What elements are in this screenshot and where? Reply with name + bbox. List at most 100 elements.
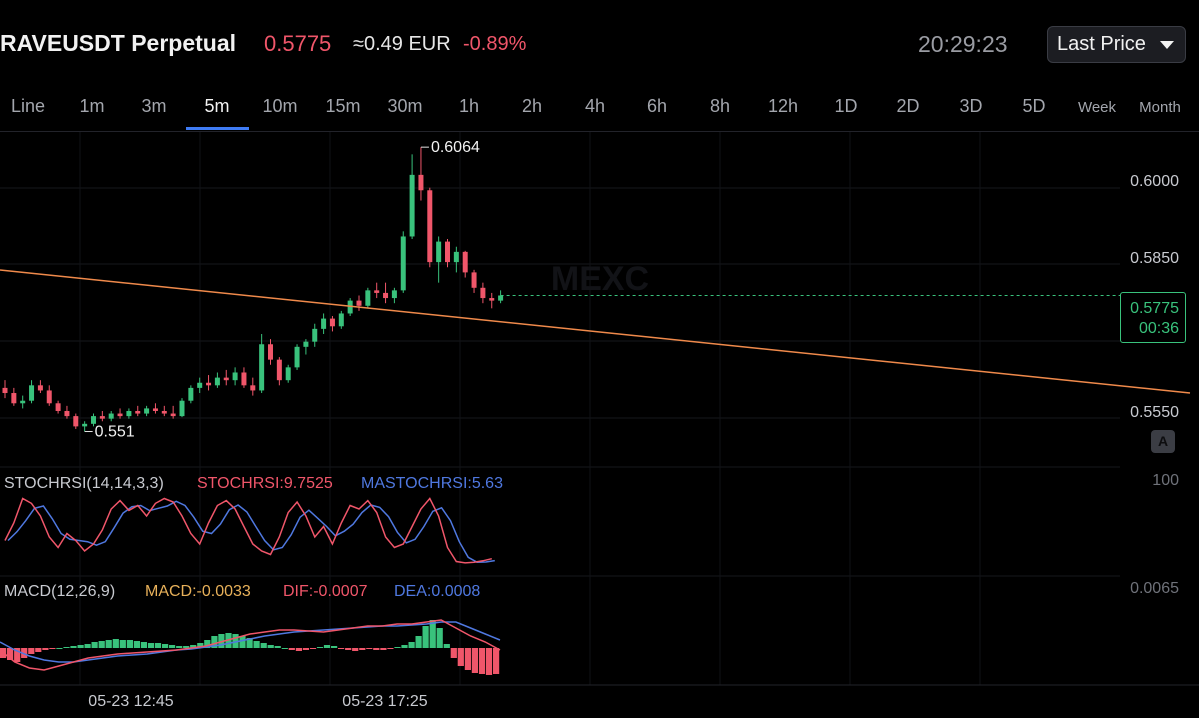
candle-body [471,272,477,288]
interval-tabs: Line 1m 3m 5m 10m 15m 30m 1h 2h 4h 6h 8h 12h 1D 2D 3D 5D… [0,88,1199,132]
macd-histogram-bar [77,645,84,648]
time-axis-label: 05-23 17:25 [342,693,428,710]
macd-histogram-bar [345,648,352,650]
candle-body [117,413,123,417]
candle-body [206,382,212,386]
macd-histogram-bar [211,636,218,648]
tab-1h[interactable]: 1h [458,96,480,116]
macd-histogram-bar [176,646,183,648]
price-axis-label: 0.5550 [1130,404,1179,421]
candle-body [445,241,450,263]
candle-body [232,372,238,381]
price-type-dropdown[interactable]: Last Price [1047,26,1186,63]
candle-body [135,410,141,414]
tab-5m[interactable]: 5m [204,96,230,116]
candle-body [108,413,114,419]
macd-histogram-bar [493,648,500,674]
tab-line[interactable]: Line [10,96,46,116]
candle-body [365,290,371,306]
dea-label: DEA:0.0008 [394,583,480,600]
macd-histogram-bar [394,647,401,648]
candle-body [453,251,459,263]
candle-body [312,328,318,342]
tab-6h[interactable]: 6h [646,96,668,116]
tab-week[interactable]: Week [1077,99,1117,116]
macd-histogram-bar [309,648,317,649]
macd-histogram-bar [274,646,281,648]
low-label: 0.551 [95,424,135,441]
candle-body [170,413,176,417]
macd-histogram-bar [197,643,204,648]
macd-title: MACD(12,26,9) [4,583,115,600]
candle-countdown: 00:36 [1138,320,1179,337]
symbol-title[interactable]: RAVEUSDT Perpetual [0,30,237,56]
macd-histogram-bar [267,645,274,648]
clock: 20:29:23 [918,31,1008,57]
price-axis-label: 0.6000 [1130,173,1179,190]
approx-fiat-price: ≈0.49 EUR [353,33,451,55]
macd-histogram-bar [126,640,133,648]
macd-histogram-bar [49,648,56,649]
tab-15m[interactable]: 15m [325,96,361,116]
macd-histogram-bar [140,642,147,648]
tab-10m[interactable]: 10m [262,96,298,116]
candle-body [436,241,442,263]
price-change-percent: -0.89% [463,33,527,55]
candle-body [489,298,495,301]
tab-3m[interactable]: 3m [141,96,167,116]
macd-histogram-bar [183,646,190,648]
tab-12h[interactable]: 12h [767,96,799,116]
tab-2h[interactable]: 2h [521,96,543,116]
macd-histogram-bar [239,636,246,648]
tab-1d[interactable]: 1D [834,96,858,116]
active-tab-indicator [186,127,249,130]
tab-5d[interactable]: 5D [1022,96,1046,116]
candle-body [126,410,132,417]
macd-histogram-bar [253,641,260,648]
macd-histogram-bar [70,646,77,648]
candle-body [197,382,203,388]
candle-body [303,341,309,347]
macd-histogram-bar [408,642,415,648]
dea-line [0,621,501,663]
header: RAVEUSDT Perpetual 0.5775 ≈0.49 EUR -0.8… [0,0,1199,88]
stochrsi-axis-label: 100 [1152,472,1179,489]
tab-30m[interactable]: 30m [387,96,423,116]
candle-body [37,385,43,391]
tab-month[interactable]: Month [1139,99,1181,116]
high-label: 0.6064 [431,139,480,156]
macd-histogram-bar [84,644,91,648]
candle-body [480,287,486,299]
macd-histogram-bar [302,648,309,650]
tab-1m[interactable]: 1m [79,96,105,116]
macd-histogram-bar [169,645,176,648]
auto-scale-button[interactable]: A [1151,430,1175,453]
stochrsi-d-label: MASTOCHRSI:5.63 [361,475,503,492]
last-price-tag: 0.5775 00:36 [1120,292,1186,343]
macd-histogram-bar [28,648,35,654]
candle-body [268,344,273,360]
macd-histogram-bar [471,648,478,673]
tab-8h[interactable]: 8h [709,96,731,116]
macd-histogram-bar [63,647,70,648]
macd-histogram-bar [478,648,486,674]
tab-2d[interactable]: 2D [896,96,920,116]
macd-histogram-bar [450,648,457,658]
macd-histogram-bar [98,641,105,648]
macd-histogram-bar [380,648,387,650]
candle-body [259,344,265,391]
stochrsi-k-line [4,497,492,564]
macd-histogram-bar [190,645,197,648]
macd-histogram-bar [323,645,331,648]
macd-histogram-bar [91,642,98,648]
candle-body [55,403,61,411]
stochrsi-k-label: STOCHRSI:9.7525 [197,475,333,492]
time-axis-label: 05-23 12:45 [88,693,174,710]
tab-3d[interactable]: 3D [959,96,983,116]
tab-4h[interactable]: 4h [584,96,606,116]
candle-body [338,313,344,327]
macd-histogram-bar [359,648,366,650]
candle-body [214,377,220,386]
macd-histogram-bar [14,648,21,662]
